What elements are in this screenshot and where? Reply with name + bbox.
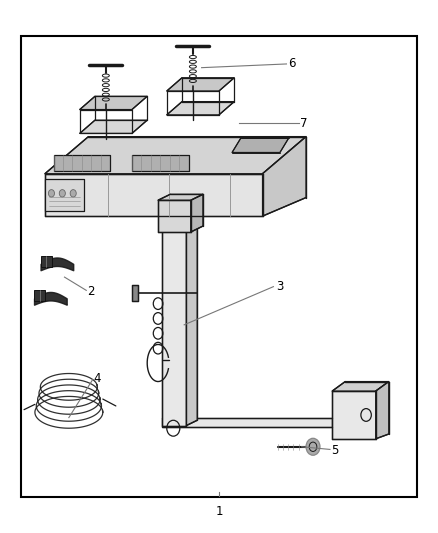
Polygon shape (262, 136, 306, 216)
Text: 3: 3 (276, 280, 284, 293)
Polygon shape (186, 216, 197, 425)
Circle shape (48, 190, 54, 197)
Bar (21, 36, 417, 497)
Circle shape (306, 438, 320, 455)
Polygon shape (191, 195, 203, 232)
Text: 5: 5 (331, 444, 338, 457)
Text: 2: 2 (87, 285, 94, 298)
Polygon shape (167, 78, 234, 91)
Polygon shape (167, 102, 234, 115)
Circle shape (70, 190, 76, 197)
Circle shape (59, 190, 65, 197)
Polygon shape (332, 382, 389, 391)
Polygon shape (132, 285, 138, 301)
Polygon shape (162, 221, 186, 425)
Polygon shape (41, 256, 52, 266)
Polygon shape (158, 195, 203, 200)
Polygon shape (158, 200, 191, 232)
Polygon shape (45, 136, 306, 174)
Polygon shape (162, 418, 332, 427)
Polygon shape (45, 174, 262, 216)
Text: 4: 4 (93, 373, 101, 385)
Polygon shape (45, 179, 84, 211)
Text: 1: 1 (215, 505, 223, 518)
Polygon shape (35, 290, 46, 301)
Polygon shape (80, 120, 147, 133)
Polygon shape (232, 138, 289, 152)
Text: 7: 7 (300, 117, 307, 130)
Text: 6: 6 (288, 58, 296, 70)
Polygon shape (132, 155, 188, 171)
Polygon shape (80, 96, 147, 110)
Polygon shape (53, 155, 110, 171)
Polygon shape (376, 382, 389, 439)
Polygon shape (332, 391, 376, 439)
